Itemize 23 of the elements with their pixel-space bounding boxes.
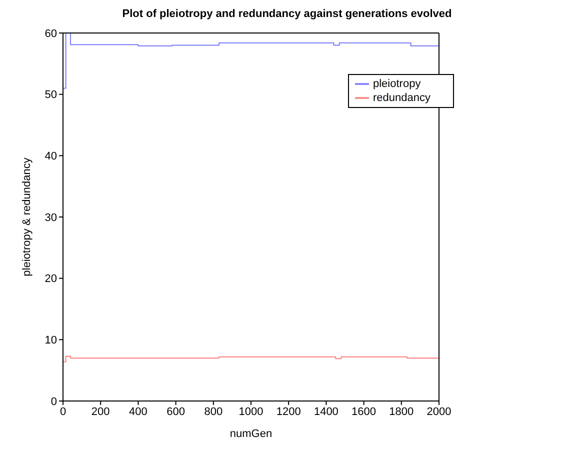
x-tick-label: 1800	[389, 406, 414, 418]
x-tick-label: 200	[91, 406, 110, 418]
x-axis-title: numGen	[230, 428, 272, 440]
y-tick-label: 50	[44, 89, 57, 102]
y-tick-label: 40	[44, 150, 57, 163]
x-tick-label: 1000	[238, 406, 264, 418]
legend-label: redundancy	[373, 92, 430, 104]
y-tick-label: 0	[50, 396, 57, 408]
legend-label: pleiotropy	[373, 78, 421, 90]
x-tick-label: 1400	[314, 406, 338, 418]
x-tick-label: 0	[60, 406, 66, 418]
y-tick-label: 20	[44, 273, 57, 286]
y-tick-label: 30	[44, 212, 57, 224]
x-tick-label: 800	[204, 406, 223, 418]
y-tick-label: 60	[44, 28, 57, 40]
y-axis-title: pleiotropy & redundancy	[20, 157, 33, 276]
x-tick-label: 1600	[352, 406, 376, 418]
y-tick-label: 10	[44, 334, 57, 347]
x-tick-label: 1200	[276, 406, 301, 418]
chart-title: Plot of pleiotropy and redundancy against generations evolved	[121, 8, 453, 22]
x-tick-label: 400	[129, 406, 148, 418]
x-tick-label: 600	[166, 406, 185, 418]
x-tick-label: 2000	[426, 406, 452, 418]
